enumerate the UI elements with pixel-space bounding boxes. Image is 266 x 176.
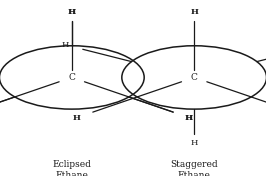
Text: H: H	[73, 114, 81, 122]
Text: H: H	[68, 8, 76, 16]
Text: C: C	[68, 73, 75, 82]
Text: H: H	[190, 139, 198, 147]
Text: Eclipsed
Ethane: Eclipsed Ethane	[52, 160, 91, 176]
Text: H: H	[185, 114, 193, 122]
Text: H: H	[190, 8, 198, 16]
Text: H: H	[68, 8, 76, 16]
Text: H: H	[62, 41, 69, 49]
Text: C: C	[191, 73, 198, 82]
Text: Staggered
Ethane: Staggered Ethane	[170, 160, 218, 176]
Text: H: H	[185, 114, 193, 122]
